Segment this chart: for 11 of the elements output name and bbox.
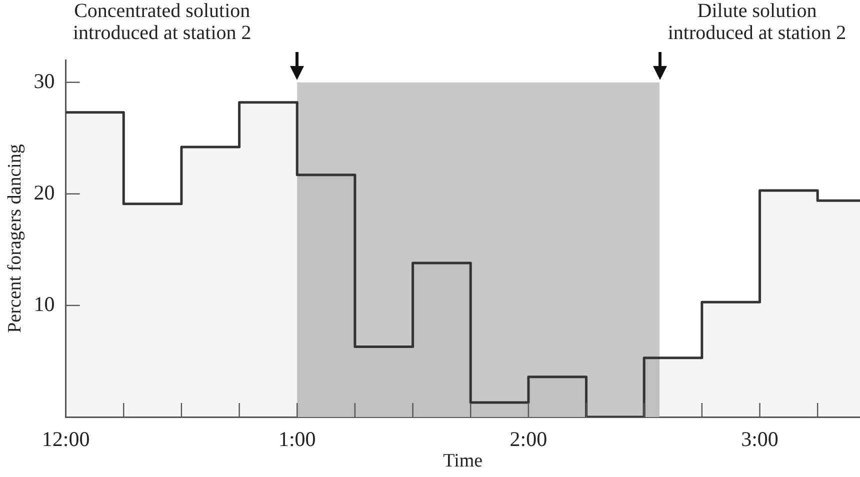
x-tick-label: 1:00 <box>278 427 316 452</box>
annotation: Dilute solution introduced at station 2 <box>666 0 848 44</box>
x-tick-label: 12:00 <box>42 427 90 452</box>
y-tick-label: 20 <box>34 180 55 204</box>
x-tick-label: 2:00 <box>510 427 548 452</box>
y-tick-label: 10 <box>34 292 55 316</box>
y-tick-label: 30 <box>34 68 55 93</box>
y-axis-title: Percent foragers dancing <box>4 144 26 333</box>
x-axis-title: Time <box>443 450 483 472</box>
x-tick-label: 3:00 <box>741 427 778 452</box>
annotation: Concentrated solution introduced at station 2 <box>72 0 252 44</box>
